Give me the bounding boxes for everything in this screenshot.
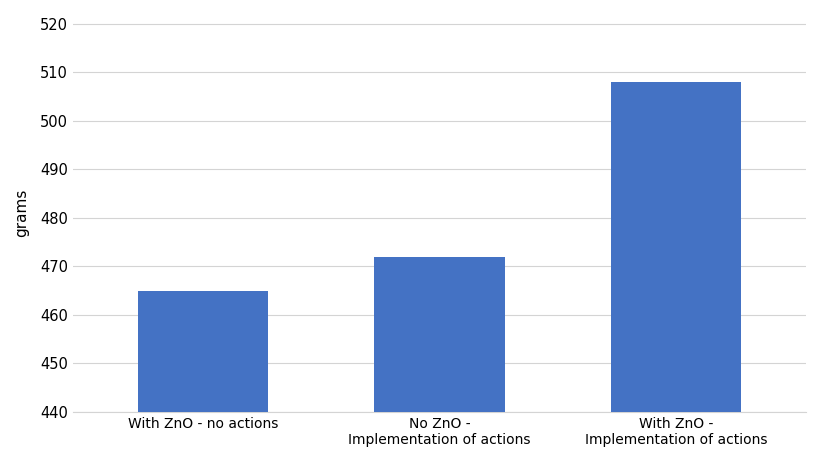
Bar	[138, 290, 268, 461]
Bar	[610, 82, 740, 461]
Y-axis label: grams: grams	[14, 189, 29, 237]
Bar	[374, 257, 504, 461]
